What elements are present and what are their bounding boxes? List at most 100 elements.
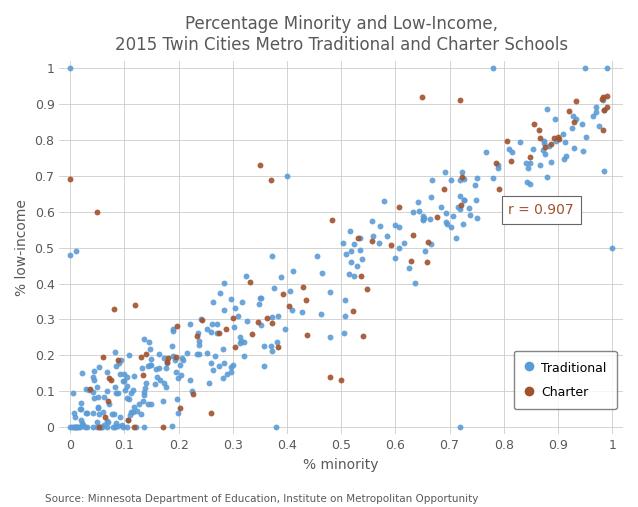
Point <box>525 179 535 188</box>
Point <box>341 250 351 258</box>
Point <box>146 360 156 369</box>
Point <box>572 115 582 123</box>
Point <box>110 423 121 431</box>
Point <box>284 302 294 310</box>
Point <box>298 283 308 291</box>
Point <box>597 95 607 103</box>
Point <box>418 214 428 223</box>
Point <box>279 325 290 333</box>
Point <box>77 369 87 377</box>
Point <box>550 116 560 124</box>
Point <box>71 423 81 431</box>
Point <box>413 207 424 215</box>
Point <box>92 423 102 431</box>
Point <box>161 383 172 391</box>
Point <box>456 201 466 209</box>
Point <box>175 404 186 412</box>
Point <box>117 421 127 429</box>
Point <box>399 239 409 247</box>
Point <box>542 105 552 114</box>
Point <box>103 418 113 426</box>
Point <box>438 185 449 193</box>
Point <box>219 359 230 367</box>
Point <box>218 345 228 353</box>
Point <box>116 356 126 365</box>
Point <box>598 126 608 134</box>
Point <box>455 205 465 213</box>
Point <box>286 306 297 314</box>
Point <box>380 197 390 205</box>
Point <box>93 403 103 411</box>
Point <box>174 375 184 383</box>
Point <box>206 409 216 417</box>
Point <box>114 359 124 367</box>
Point <box>103 397 114 405</box>
Point <box>344 270 354 278</box>
Point <box>523 164 533 172</box>
Point <box>349 272 359 280</box>
Point <box>111 419 121 427</box>
Point <box>182 349 192 357</box>
Point <box>124 351 134 359</box>
Point <box>594 122 604 130</box>
Point <box>159 354 169 363</box>
Point <box>278 290 288 298</box>
Point <box>93 208 103 216</box>
Point <box>540 151 550 159</box>
Point <box>152 373 162 381</box>
Point <box>129 423 139 431</box>
Point <box>459 196 469 204</box>
Point <box>420 247 431 256</box>
Point <box>153 365 163 373</box>
Point <box>602 103 612 112</box>
Point <box>206 328 216 336</box>
Point <box>228 361 238 370</box>
Point <box>208 298 218 306</box>
Point <box>247 330 257 338</box>
Point <box>285 287 295 295</box>
Point <box>325 288 335 296</box>
Point <box>82 423 92 431</box>
Point <box>598 96 609 104</box>
Point <box>521 159 531 167</box>
Point <box>346 246 356 255</box>
Point <box>130 301 140 309</box>
Point <box>99 420 109 428</box>
Point <box>561 152 571 160</box>
Point <box>447 211 457 220</box>
Point <box>115 413 125 421</box>
Point <box>193 329 204 337</box>
Point <box>408 231 419 239</box>
Point <box>125 411 135 419</box>
Point <box>87 373 98 381</box>
Point <box>167 422 177 430</box>
Point <box>97 423 107 431</box>
Point <box>172 409 182 417</box>
Point <box>123 416 133 424</box>
Point <box>368 232 378 240</box>
Point <box>451 234 461 242</box>
Point <box>276 273 286 281</box>
Point <box>126 408 136 416</box>
Point <box>228 313 239 321</box>
Point <box>336 376 346 384</box>
Point <box>65 64 75 72</box>
Y-axis label: % low-income: % low-income <box>15 199 29 296</box>
Point <box>235 333 245 341</box>
Point <box>544 142 554 150</box>
Point <box>138 388 149 396</box>
Point <box>65 251 75 259</box>
Point <box>316 310 326 318</box>
Point <box>70 423 80 431</box>
Point <box>504 146 514 154</box>
Point <box>417 93 427 101</box>
Point <box>255 294 265 302</box>
Point <box>104 400 114 408</box>
Point <box>272 312 283 320</box>
Point <box>317 269 327 277</box>
Point <box>75 423 85 431</box>
Legend: Traditional, Charter: Traditional, Charter <box>514 351 617 409</box>
Point <box>122 373 132 381</box>
Point <box>188 390 198 399</box>
Point <box>192 332 202 340</box>
